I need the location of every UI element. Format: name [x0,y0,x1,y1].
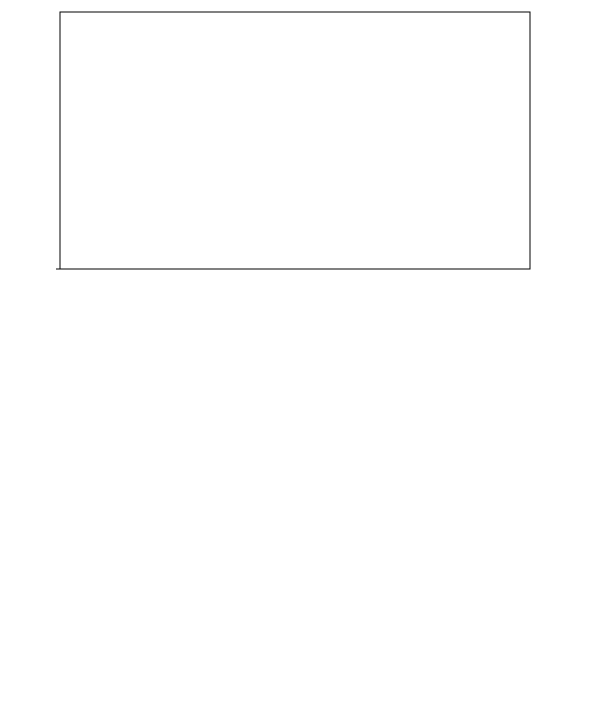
top-plot-area [60,12,530,269]
charts-page: { "top_chart": { "type": "grouped-bar", … [0,0,602,711]
charts-svg [0,0,602,711]
